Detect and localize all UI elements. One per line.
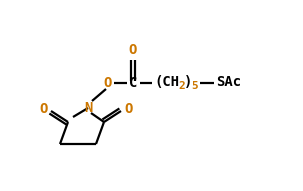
Text: N: N — [84, 101, 92, 115]
Text: O: O — [40, 102, 48, 116]
Text: O: O — [125, 102, 133, 116]
Text: O: O — [129, 43, 137, 57]
Text: 2: 2 — [178, 81, 185, 91]
Text: 5: 5 — [191, 81, 198, 91]
Text: SAc: SAc — [216, 75, 241, 89]
Text: ): ) — [184, 75, 192, 89]
Text: O: O — [104, 76, 112, 90]
Text: (CH: (CH — [154, 75, 179, 89]
Text: C: C — [129, 76, 137, 90]
